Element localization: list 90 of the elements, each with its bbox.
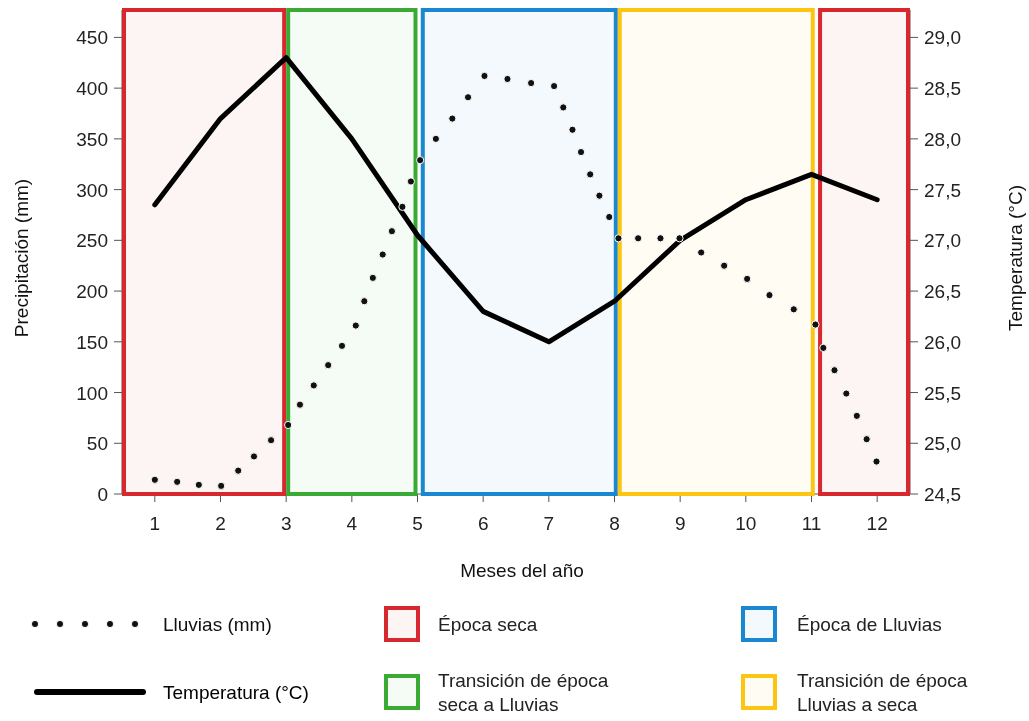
- point: [614, 234, 623, 243]
- point: [360, 297, 369, 306]
- point: [720, 261, 729, 270]
- point: [284, 420, 293, 430]
- y2-axis-title: Temperatura (°C): [1005, 185, 1026, 331]
- y-tick-label: 400: [76, 78, 108, 100]
- point: [830, 366, 839, 375]
- point: [559, 103, 568, 112]
- y2-tick-label: 25,5: [924, 382, 961, 404]
- x-tick-label: 8: [609, 513, 620, 534]
- point: [842, 389, 851, 398]
- point: [463, 93, 473, 102]
- y2-tick-label: 24,5: [924, 484, 961, 505]
- x-tick-label: 10: [735, 513, 757, 534]
- x-tick-label: 7: [543, 513, 555, 534]
- point: [595, 191, 604, 200]
- point: [765, 291, 774, 300]
- point: [634, 234, 643, 243]
- point: [503, 74, 512, 84]
- point: [789, 305, 798, 314]
- y-tick-label: 0: [97, 484, 108, 505]
- point: [656, 234, 665, 243]
- point: [351, 321, 360, 330]
- legend-label: Época de Lluvias: [797, 614, 942, 635]
- point: [378, 250, 387, 259]
- point: [266, 436, 276, 445]
- y-tick-label: 450: [76, 27, 108, 49]
- y2-tick-label: 27,5: [924, 179, 961, 201]
- y-tick-label: 150: [76, 331, 108, 353]
- point: [862, 435, 871, 444]
- y2-tick-label: 25,0: [924, 433, 961, 455]
- point: [387, 227, 396, 236]
- y2-tick-label: 28,0: [924, 128, 961, 150]
- point: [431, 134, 440, 143]
- y-tick-label: 300: [76, 179, 108, 201]
- point: [150, 475, 159, 484]
- point: [295, 400, 305, 409]
- y2-tick-label: 26,0: [924, 331, 961, 353]
- point: [872, 457, 881, 466]
- point: [697, 248, 706, 257]
- point: [337, 341, 347, 350]
- point: [480, 71, 489, 81]
- y2-tick-label: 26,5: [924, 281, 961, 303]
- x-tick-label: 5: [412, 513, 423, 534]
- legend-label: Transición de época seca a Lluvias: [438, 670, 609, 715]
- x-tick-label: 6: [477, 513, 489, 534]
- point: [173, 477, 182, 486]
- point: [368, 273, 377, 282]
- point: [217, 481, 226, 490]
- point: [549, 82, 559, 91]
- y-axis-title: Precipitación (mm): [11, 178, 32, 338]
- y-tick-label: 100: [76, 382, 108, 404]
- y2-tick-label: 27,0: [924, 230, 961, 252]
- point: [249, 452, 259, 461]
- y-tick-label: 350: [76, 128, 108, 150]
- x-tick-label: 9: [674, 513, 686, 534]
- point: [576, 147, 586, 157]
- x-tick-label: 11: [801, 513, 822, 534]
- point: [743, 274, 752, 283]
- point: [234, 466, 243, 475]
- point: [309, 381, 318, 390]
- point: [448, 114, 457, 123]
- point: [398, 202, 407, 211]
- point: [406, 177, 416, 186]
- y2-tick-label: 29,0: [924, 27, 961, 49]
- point: [811, 320, 820, 329]
- legend-label: Época seca: [438, 614, 538, 635]
- y2-tick-label: 28,5: [924, 78, 961, 100]
- text: Temperatura (°C): [163, 682, 309, 703]
- legend-label: Transición de época Lluvias a seca: [797, 670, 968, 715]
- point: [675, 234, 684, 243]
- x-tick-label: 1: [149, 513, 161, 534]
- point: [527, 78, 536, 88]
- point: [324, 361, 333, 370]
- x-tick-label: 3: [280, 513, 292, 534]
- x-tick-label: 12: [866, 513, 888, 534]
- x-tick-label: 2: [215, 513, 226, 534]
- point: [852, 411, 861, 420]
- y-tick-label: 250: [76, 230, 108, 252]
- legend-label: Lluvias (mm): [163, 614, 272, 635]
- point: [568, 125, 577, 134]
- point: [194, 480, 203, 489]
- point: [819, 343, 828, 352]
- x-axis-title: Meses del año: [460, 560, 584, 581]
- x-tick-label: 4: [346, 513, 358, 534]
- y-tick-label: 200: [76, 281, 108, 303]
- point: [605, 212, 614, 222]
- point: [416, 156, 425, 165]
- point: [586, 170, 595, 179]
- y-tick-label: 50: [86, 433, 108, 455]
